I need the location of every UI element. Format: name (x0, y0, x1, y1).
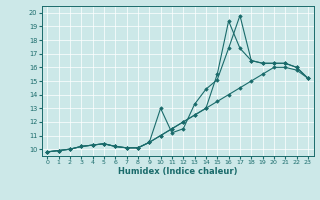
X-axis label: Humidex (Indice chaleur): Humidex (Indice chaleur) (118, 167, 237, 176)
